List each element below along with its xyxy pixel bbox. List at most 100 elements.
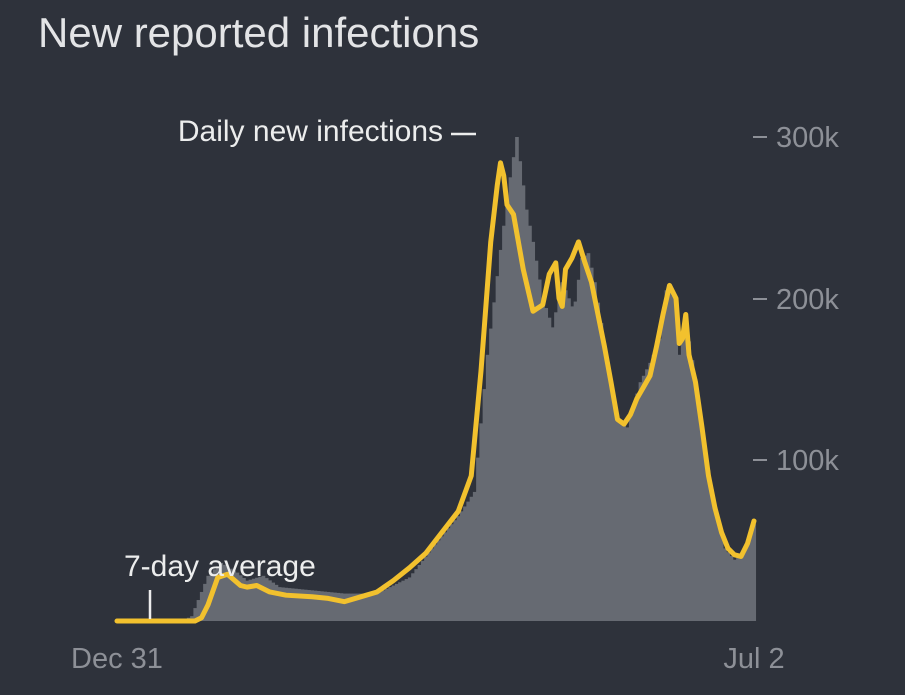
daily-bar [706,470,711,621]
daily-bar [398,582,402,621]
daily-bar [362,593,367,621]
daily-bar [602,343,607,621]
daily-bar [391,585,396,621]
daily-bar [648,362,653,621]
daily-bar [635,393,640,621]
daily-bar [580,258,584,621]
daily-bar [466,501,471,621]
daily-bar [609,381,614,621]
daily-bar [368,593,373,621]
daily-bar [560,282,565,621]
daily-bar [251,578,256,621]
daily-bar [381,590,386,621]
daily-bar [667,292,672,621]
daily-bar [716,521,721,621]
daily-bar [199,591,204,621]
daily-bar [346,593,350,621]
daily-bar [619,422,623,621]
daily-bar [287,588,292,621]
daily-bar [654,346,659,621]
daily-bar [544,308,549,621]
daily-bar [596,302,601,621]
daily-bar [264,578,269,621]
daily-bar [700,427,705,621]
daily-bar [482,389,487,621]
daily-bar [697,403,701,621]
daily-bar [671,295,675,621]
daily-bar [651,354,656,621]
daily-bar [336,592,341,621]
daily-bar [693,379,698,621]
daily-bar [446,528,451,621]
daily-bar [212,569,217,621]
daily-bar [677,354,682,621]
daily-bar [424,556,428,621]
daily-bar [719,534,724,621]
daily-bar [713,508,718,621]
daily-bar [323,591,328,621]
y-tick-label-100k: 100k [776,445,839,477]
daily-bars [183,137,757,622]
daily-bar [537,279,542,621]
daily-bar [407,577,412,621]
daily-bar [745,540,750,621]
daily-bar [710,489,714,621]
daily-bar [274,584,279,621]
daily-bar [680,338,685,621]
daily-bar [531,241,536,621]
daily-bar [599,323,604,621]
daily-bar [749,532,753,621]
daily-bar [684,322,688,621]
daily-bar [297,589,302,621]
daily-bar [193,608,198,621]
daily-bar [333,592,337,621]
daily-bar [736,558,740,621]
daily-bar [459,511,464,621]
daily-bar [352,593,357,621]
daily-bar [437,540,441,621]
daily-bar [232,570,237,621]
daily-bar [385,588,389,621]
daily-bar [674,298,679,621]
daily-bar [752,524,757,621]
daily-bar [723,548,727,621]
daily-bar [732,559,737,621]
daily-bar [271,582,276,621]
daily-bar [632,404,636,621]
daily-bar [742,548,747,621]
daily-bar [349,593,354,621]
average-annotation: 7-day average [124,550,316,583]
daily-bar [242,577,246,621]
daily-bar [658,338,662,621]
daily-bar [586,253,591,621]
daily-bar [511,157,516,622]
daily-bar [550,327,555,621]
daily-infections-annotation: Daily new infections [178,115,443,148]
daily-bar [229,568,233,621]
daily-bar [245,580,250,621]
daily-bar [420,560,425,621]
daily-bar [404,579,409,621]
daily-bar [583,255,588,621]
daily-bar [388,587,393,621]
daily-bar [355,593,360,621]
daily-bar [238,575,243,621]
seven-day-average-line [114,160,757,624]
daily-bar [450,524,454,621]
daily-bar [576,279,581,621]
daily-bar [235,572,240,621]
y-tick-label-200k: 200k [776,284,839,316]
daily-bar [443,532,448,621]
daily-bar [433,544,438,621]
daily-bar [739,556,744,621]
daily-bar [401,580,406,621]
daily-bar [570,306,575,621]
daily-bar [463,506,467,621]
daily-bar [645,369,649,621]
daily-bar [261,575,266,621]
daily-bar [476,457,480,621]
daily-bar [411,573,415,621]
daily-bar [372,593,376,621]
daily-bar [430,548,435,621]
